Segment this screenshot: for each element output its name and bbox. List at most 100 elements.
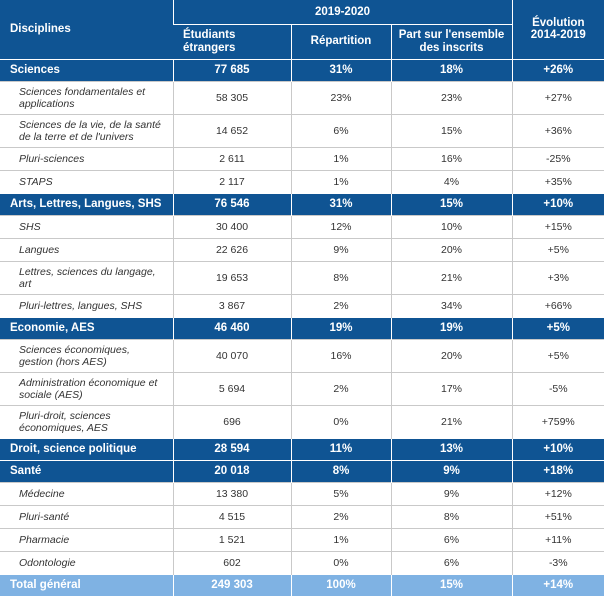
share-cell: 17% [390, 371, 513, 405]
share-cell: 8% [390, 504, 513, 528]
share-cell: 9% [390, 481, 513, 505]
discipline-cell: Administration économique et sociale (AE… [0, 371, 173, 405]
distribution-cell: 6% [290, 113, 391, 147]
students-cell: 602 [172, 550, 291, 574]
table-row: Administration économique et sociale (AE… [0, 371, 604, 405]
discipline-cell: SHS [0, 214, 173, 238]
evolution-cell: -25% [511, 146, 604, 170]
evolution-cell: +15% [511, 214, 604, 238]
header-period: 2019-2020 [172, 0, 513, 25]
students-cell: 249 303 [172, 573, 291, 596]
students-cell: 30 400 [172, 214, 291, 238]
share-cell: 21% [390, 404, 513, 438]
share-cell: 16% [390, 146, 513, 170]
category-row: Arts, Lettres, Langues, SHS 76 546 31% 15% +… [0, 192, 604, 215]
table-row: Pluri-lettres, langues, SHS 3 867 2% 34% +66… [0, 293, 604, 317]
share-cell: 4% [390, 169, 513, 193]
distribution-cell: 0% [290, 550, 391, 574]
discipline-cell: Sciences économiques, gestion (hors AES) [0, 338, 173, 372]
distribution-cell: 1% [290, 146, 391, 170]
discipline-cell: Langues [0, 237, 173, 261]
table-row: Odontologie 602 0% 6% -3% [0, 550, 604, 574]
share-cell: 6% [390, 550, 513, 574]
share-cell: 10% [390, 214, 513, 238]
discipline-cell: Pluri-santé [0, 504, 173, 528]
discipline-cell: Lettres, sciences du langage, art [0, 260, 173, 294]
distribution-cell: 8% [290, 260, 391, 294]
share-cell: 23% [390, 80, 513, 114]
students-cell: 19 653 [172, 260, 291, 294]
discipline-cell: Sciences fondamentales et applications [0, 80, 173, 114]
table-row: Lettres, sciences du langage, art 19 653 8… [0, 260, 604, 294]
students-cell: 46 460 [172, 316, 291, 339]
table-body: Sciences 77 685 31% 18% +26% Sciences fondame… [0, 58, 604, 596]
share-cell: 13% [390, 437, 513, 460]
share-cell: 15% [390, 113, 513, 147]
discipline-cell: Pluri-lettres, langues, SHS [0, 293, 173, 317]
discipline-cell: Economie, AES [0, 316, 173, 339]
distribution-cell: 5% [290, 481, 391, 505]
students-cell: 77 685 [172, 58, 291, 81]
table-row: Pluri-droit, sciences économiques, AES 69… [0, 404, 604, 438]
distribution-cell: 2% [290, 504, 391, 528]
share-cell: 20% [390, 237, 513, 261]
share-cell: 15% [390, 573, 513, 596]
distribution-cell: 0% [290, 404, 391, 438]
distribution-cell: 12% [290, 214, 391, 238]
evolution-cell: +26% [511, 58, 604, 81]
evolution-cell: +759% [511, 404, 604, 438]
discipline-cell: Santé [0, 459, 173, 482]
evolution-cell: +66% [511, 293, 604, 317]
share-cell: 18% [390, 58, 513, 81]
students-cell: 40 070 [172, 338, 291, 372]
category-row: Droit, science politique 28 594 11% 13% +10% [0, 437, 604, 460]
evolution-cell: +36% [511, 113, 604, 147]
share-cell: 6% [390, 527, 513, 551]
discipline-cell: Sciences de la vie, de la santé de la te… [0, 113, 173, 147]
share-cell: 19% [390, 316, 513, 339]
table-row: Pharmacie 1 521 1% 6% +11% [0, 527, 604, 551]
discipline-cell: Odontologie [0, 550, 173, 574]
table-row: Sciences fondamentales et applications 58… [0, 80, 604, 114]
discipline-cell: Médecine [0, 481, 173, 505]
table-row: Sciences de la vie, de la santé de la te… [0, 113, 604, 147]
header-students: Étudiants étrangers [173, 24, 291, 59]
distribution-cell: 23% [290, 80, 391, 114]
table-row: STAPS 2 117 1% 4% +35% [0, 169, 604, 193]
students-cell: 3 867 [172, 293, 291, 317]
category-row: Economie, AES 46 460 19% 19% +5% [0, 316, 604, 339]
evolution-cell: +3% [511, 260, 604, 294]
students-cell: 58 305 [172, 80, 291, 114]
students-cell: 76 546 [172, 192, 291, 215]
category-row: Sciences 77 685 31% 18% +26% [0, 58, 604, 81]
students-cell: 13 380 [172, 481, 291, 505]
header-disciplines: Disciplines [0, 0, 173, 60]
discipline-cell: Pluri-droit, sciences économiques, AES [0, 404, 173, 438]
students-cell: 20 018 [172, 459, 291, 482]
discipline-cell: Arts, Lettres, Langues, SHS [0, 192, 173, 215]
discipline-cell: Droit, science politique [0, 437, 173, 460]
table-header: Disciplines 2019-2020 Évolution 2014-201… [0, 0, 604, 60]
distribution-cell: 100% [290, 573, 391, 596]
share-cell: 15% [390, 192, 513, 215]
table-row: Pluri-sciences 2 611 1% 16% -25% [0, 146, 604, 170]
distribution-cell: 1% [290, 527, 391, 551]
distribution-cell: 11% [290, 437, 391, 460]
distribution-cell: 16% [290, 338, 391, 372]
evolution-cell: +18% [511, 459, 604, 482]
students-cell: 2 611 [172, 146, 291, 170]
evolution-cell: +5% [511, 237, 604, 261]
evolution-cell: +12% [511, 481, 604, 505]
table-row: Langues 22 626 9% 20% +5% [0, 237, 604, 261]
evolution-cell: +10% [511, 192, 604, 215]
category-row: Santé 20 018 8% 9% +18% [0, 459, 604, 482]
discipline-cell: Total général [0, 573, 173, 596]
students-cell: 1 521 [172, 527, 291, 551]
distribution-cell: 2% [290, 293, 391, 317]
students-cell: 5 694 [172, 371, 291, 405]
evolution-cell: +14% [511, 573, 604, 596]
share-cell: 20% [390, 338, 513, 372]
header-distribution: Répartition [290, 24, 391, 59]
students-cell: 28 594 [172, 437, 291, 460]
